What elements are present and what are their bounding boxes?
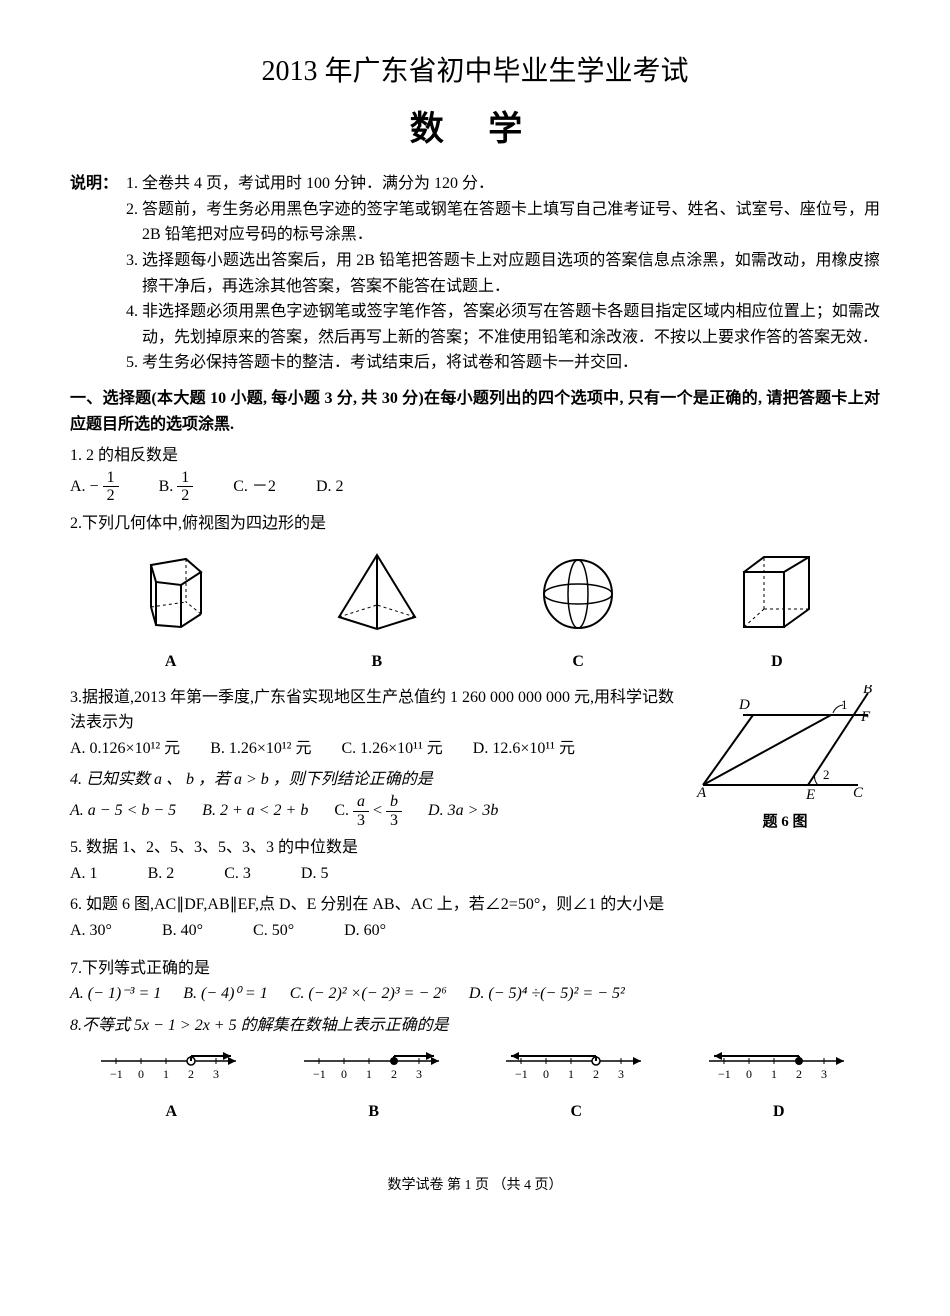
q1-optA: A. − 12 (70, 469, 119, 505)
svg-text:0: 0 (746, 1067, 752, 1081)
q5-optA: A. 1 (70, 861, 98, 887)
svg-text:A: A (696, 785, 707, 800)
q6-optC: C. 50° (253, 918, 294, 944)
exam-subject: 数 学 (70, 103, 880, 157)
exam-title-line1: 2013 年广东省初中毕业生学业考试 (70, 50, 880, 95)
q6-diagram-icon: A B C D E F 1 2 (693, 685, 878, 800)
q6-text: 6. 如题 6 图,AC∥DF,AB∥EF,点 D、E 分别在 AB、AC 上，… (70, 892, 880, 918)
instr-text-1: 全卷共 4 页，考试用时 100 分钟．满分为 120 分． (142, 171, 880, 197)
q8-optB: −1 0 1 2 3 B (299, 1046, 449, 1124)
instr-num-5: 5. (118, 350, 138, 376)
q3-optA: A. 0.126×10¹² 元 (70, 736, 180, 762)
question-5: 5. 数据 1、2、5、3、5、3、3 的中位数是 A. 1 B. 2 C. 3… (70, 835, 880, 886)
q6-figure: A B C D E F 1 2 题 6 图 (690, 685, 880, 835)
q4-optC: C. a3 < b3 (334, 793, 402, 829)
instr-num-4: 4. (118, 299, 138, 350)
svg-text:1: 1 (568, 1067, 574, 1081)
svg-text:0: 0 (341, 1067, 347, 1081)
q6-optA: A. 30° (70, 918, 112, 944)
q2-shape-B: B (327, 547, 427, 675)
q3-optD: D. 12.6×10¹¹ 元 (473, 736, 575, 762)
q8-optA: −1 0 1 2 3 A (96, 1046, 246, 1124)
section1-heading: 一、选择题(本大题 10 小题, 每小题 3 分, 共 30 分)在每小题列出的… (70, 386, 880, 437)
q6-caption: 题 6 图 (690, 810, 880, 834)
svg-text:−1: −1 (110, 1067, 123, 1081)
svg-text:3: 3 (618, 1067, 624, 1081)
instructions-lead: 说明： (70, 171, 118, 197)
q4-optA: A. a − 5 < b − 5 (70, 798, 176, 824)
numberline-C-icon: −1 0 1 2 3 (501, 1046, 651, 1086)
q2-shape-C: C (538, 552, 618, 675)
q6-optB: B. 40° (162, 918, 203, 944)
numberline-A-icon: −1 0 1 2 3 (96, 1046, 246, 1086)
numberline-B-icon: −1 0 1 2 3 (299, 1046, 449, 1086)
page-footer: 数学试卷 第 1 页 （共 4 页） (70, 1175, 880, 1197)
sphere-icon (538, 552, 618, 637)
svg-text:0: 0 (543, 1067, 549, 1081)
q6-optD: D. 60° (344, 918, 386, 944)
svg-text:2: 2 (823, 767, 830, 782)
q4-optB: B. 2 + a < 2 + b (202, 798, 308, 824)
q7-text: 7.下列等式正确的是 (70, 956, 880, 982)
instructions-block: 说明： 1. 全卷共 4 页，考试用时 100 分钟．满分为 120 分． 说明… (70, 171, 880, 376)
q2-shape-A: A (126, 547, 216, 675)
instr-num-2: 2. (118, 197, 138, 248)
svg-text:D: D (738, 697, 750, 713)
svg-text:−1: −1 (515, 1067, 528, 1081)
svg-text:1: 1 (163, 1067, 169, 1081)
question-8: 8.不等式 5x − 1 > 2x + 5 的解集在数轴上表示正确的是 −1 0… (70, 1013, 880, 1125)
q3-optC: C. 1.26×10¹¹ 元 (341, 736, 442, 762)
instr-text-4: 非选择题必须用黑色字迹钢笔或签字笔作答，答案必须写在答题卡各题目指定区域内相应位… (142, 299, 880, 350)
q5-text: 5. 数据 1、2、5、3、5、3、3 的中位数是 (70, 835, 880, 861)
q1-optD: D. 2 (316, 474, 344, 500)
numberline-D-icon: −1 0 1 2 3 (704, 1046, 854, 1086)
svg-text:1: 1 (841, 697, 848, 712)
instr-text-2: 答题前，考生务必用黑色字迹的签字笔或钢笔在答题卡上填写自己准考证号、姓名、试室号… (142, 197, 880, 248)
svg-text:−1: −1 (313, 1067, 326, 1081)
svg-text:E: E (805, 787, 815, 800)
instr-num-3: 3. (118, 248, 138, 299)
svg-text:2: 2 (188, 1067, 194, 1081)
svg-text:1: 1 (771, 1067, 777, 1081)
q8-text: 8.不等式 5x − 1 > 2x + 5 的解集在数轴上表示正确的是 (70, 1013, 880, 1039)
svg-text:C: C (853, 785, 864, 800)
question-1: 1. 2 的相反数是 A. − 12 B. 12 C. －2 D. 2 (70, 443, 880, 505)
question-6: 6. 如题 6 图,AC∥DF,AB∥EF,点 D、E 分别在 AB、AC 上，… (70, 892, 880, 943)
svg-text:F: F (860, 709, 871, 725)
q4-optD: D. 3a > 3b (428, 798, 498, 824)
q5-optB: B. 2 (148, 861, 175, 887)
svg-text:3: 3 (821, 1067, 827, 1081)
svg-text:B: B (863, 685, 872, 697)
q2-shape-D: D (729, 547, 824, 675)
q1-optC: C. －2 (233, 474, 276, 500)
q1-text: 1. 2 的相反数是 (70, 443, 880, 469)
svg-text:1: 1 (366, 1067, 372, 1081)
svg-text:0: 0 (138, 1067, 144, 1081)
pyramid-icon (327, 547, 427, 637)
svg-text:−1: −1 (718, 1067, 731, 1081)
instr-num-1: 1. (118, 171, 138, 197)
svg-text:2: 2 (593, 1067, 599, 1081)
q7-optD: D. (− 5)⁴ ÷(− 5)² = − 5² (469, 981, 625, 1007)
q5-optC: C. 3 (224, 861, 251, 887)
svg-text:2: 2 (796, 1067, 802, 1081)
instr-text-5: 考生务必保持答题卡的整洁．考试结束后，将试卷和答题卡一并交回． (142, 350, 880, 376)
q8-optD: −1 0 1 2 3 D (704, 1046, 854, 1124)
svg-text:2: 2 (391, 1067, 397, 1081)
question-2: 2.下列几何体中,俯视图为四边形的是 A (70, 511, 880, 675)
svg-text:3: 3 (213, 1067, 219, 1081)
pentagonal-prism-icon (126, 547, 216, 637)
q2-text: 2.下列几何体中,俯视图为四边形的是 (70, 511, 880, 537)
q7-optB: B. (− 4)⁰ = 1 (183, 981, 267, 1007)
q7-optC: C. (− 2)² ×(− 2)³ = − 2⁶ (290, 981, 447, 1007)
cube-icon (729, 547, 824, 637)
q3-optB: B. 1.26×10¹² 元 (210, 736, 311, 762)
q8-optC: −1 0 1 2 3 C (501, 1046, 651, 1124)
q5-optD: D. 5 (301, 861, 329, 887)
q7-optA: A. (− 1)⁻³ = 1 (70, 981, 161, 1007)
svg-text:3: 3 (416, 1067, 422, 1081)
instr-text-3: 选择题每小题选出答案后，用 2B 铅笔把答题卡上对应题目选项的答案信息点涂黑，如… (142, 248, 880, 299)
question-7: 7.下列等式正确的是 A. (− 1)⁻³ = 1 B. (− 4)⁰ = 1 … (70, 956, 880, 1007)
q1-optB: B. 12 (159, 469, 194, 505)
